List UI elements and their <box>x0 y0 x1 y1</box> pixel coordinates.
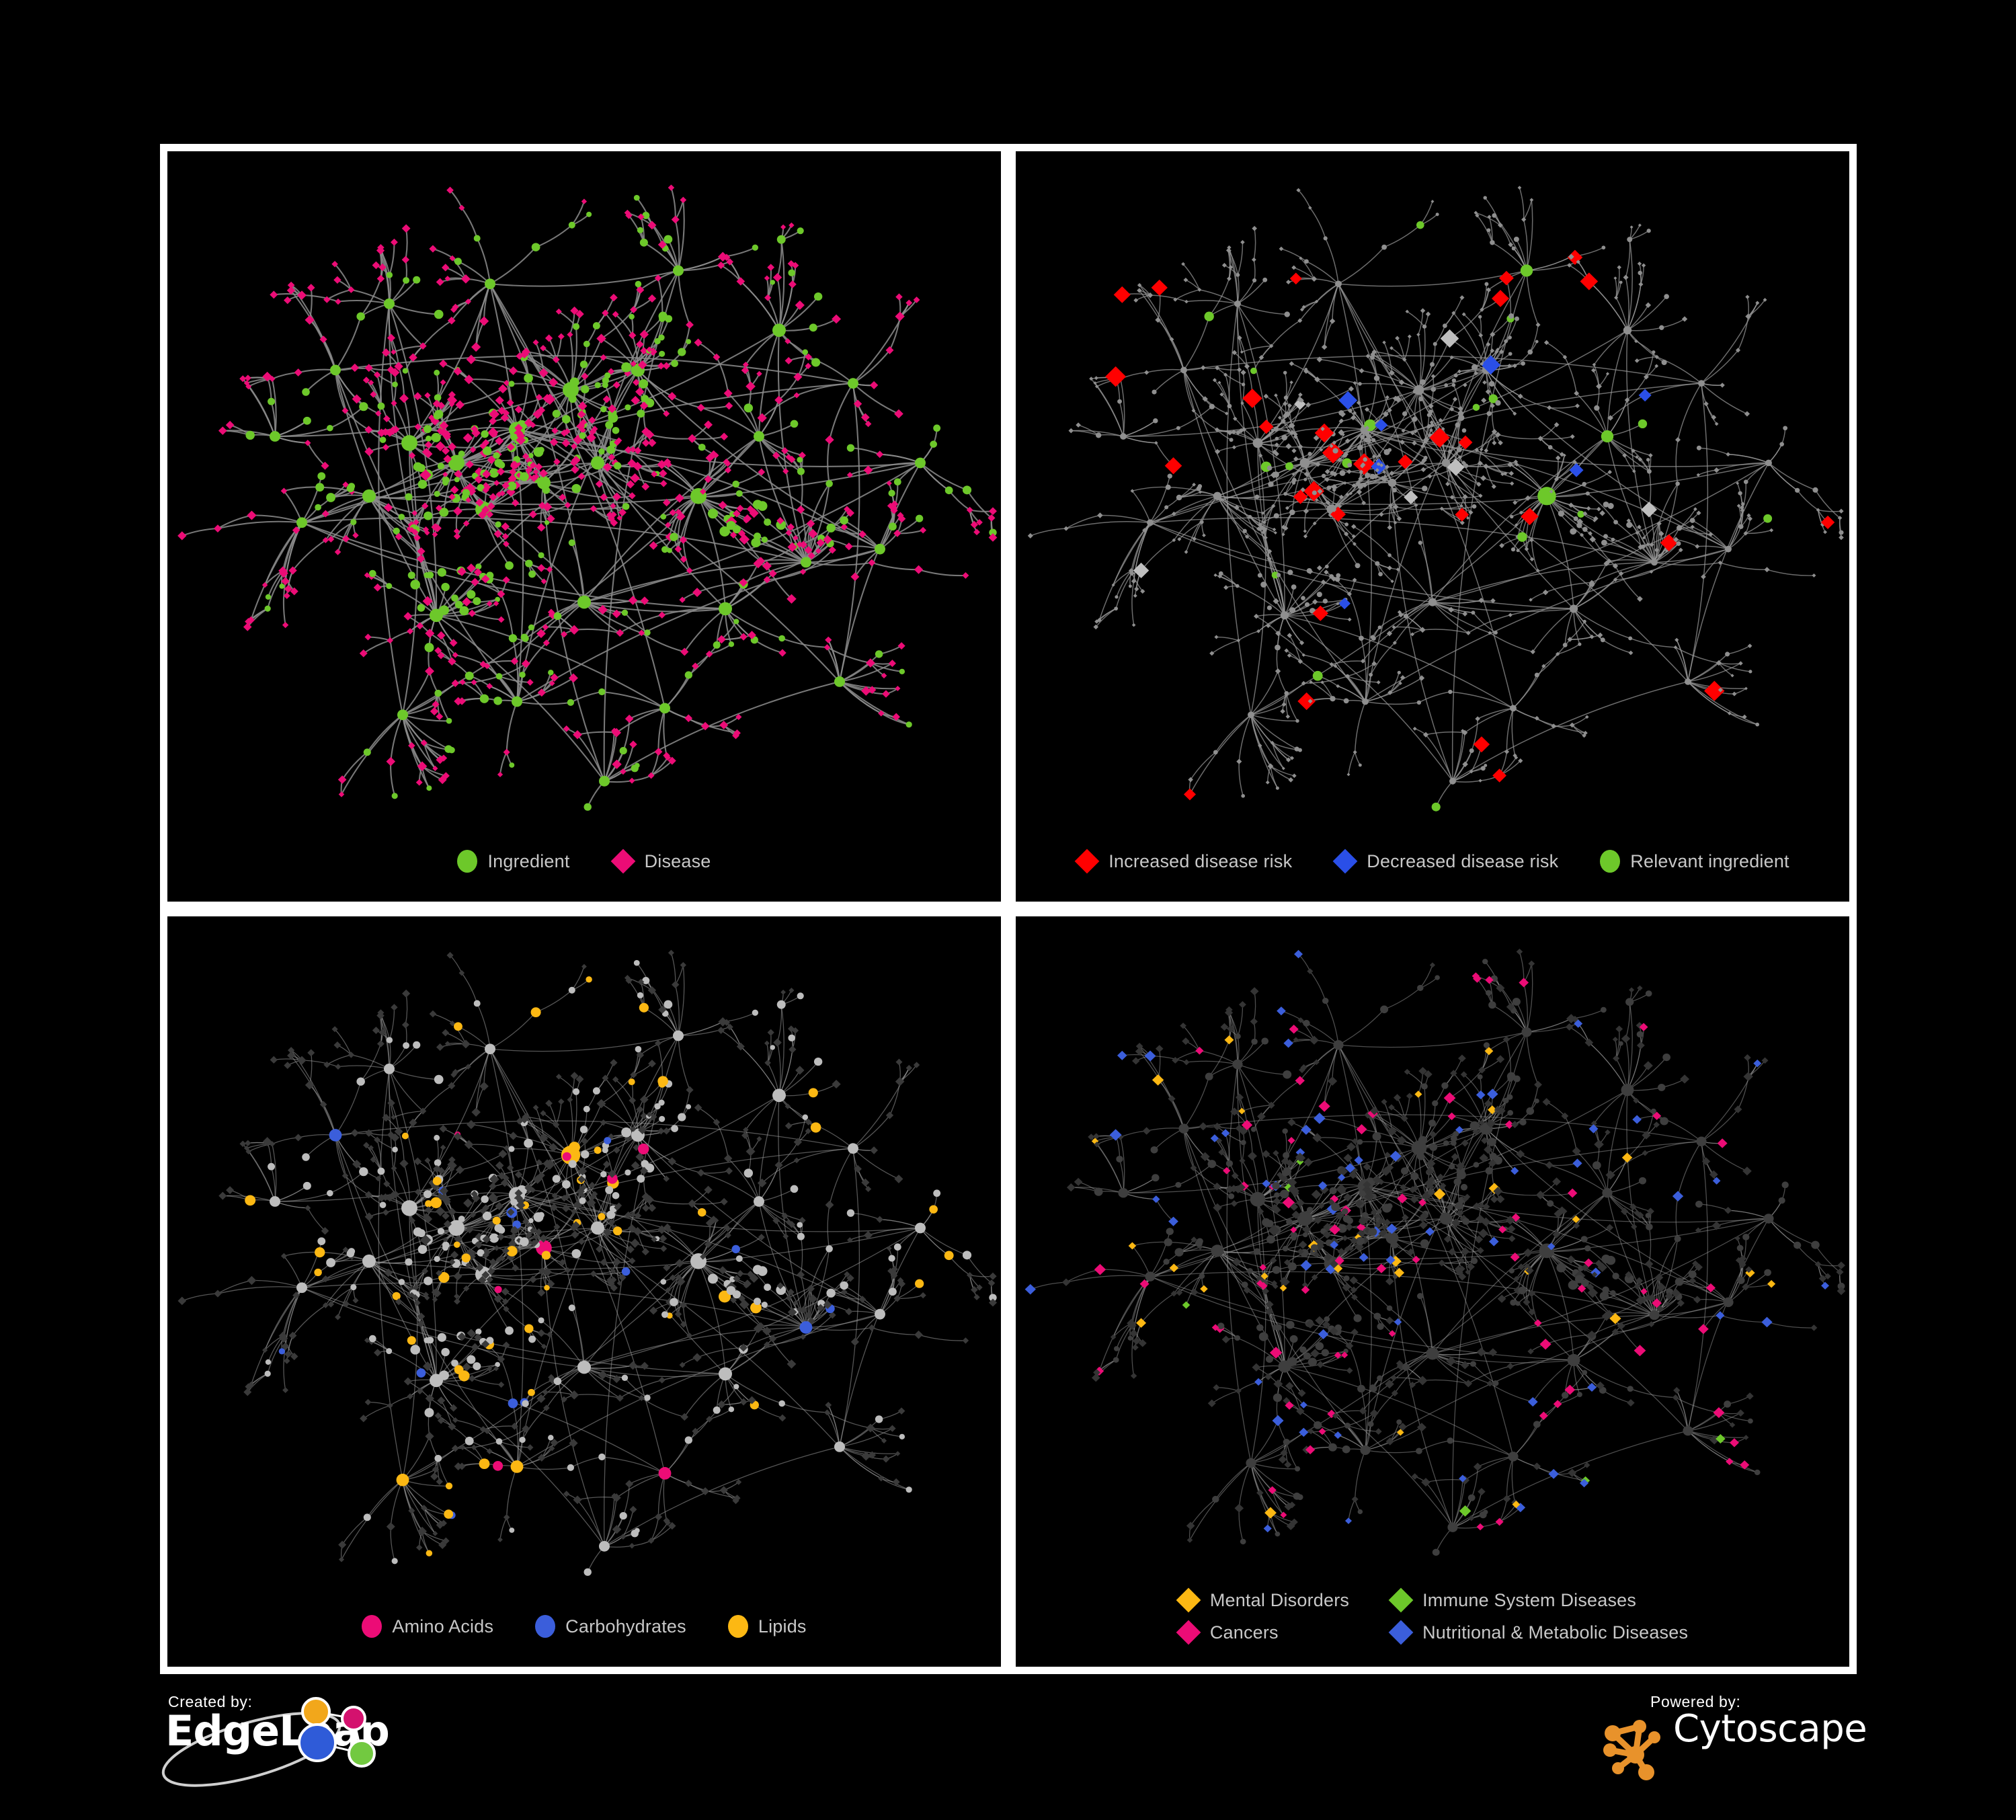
legend-label: Ingredient <box>487 850 570 871</box>
created-by-label: Created by: <box>168 1693 253 1710</box>
amino-acids-marker-icon <box>362 1615 382 1638</box>
decreased-risk-marker-icon <box>1332 848 1358 874</box>
mental-disorders-marker-icon <box>1176 1587 1201 1613</box>
panel-disease-class: Mental Disorders Immune System Diseases … <box>1016 916 1849 1667</box>
footer: Created by: EdgeLeap Powered by: <box>0 1674 2016 1820</box>
legend-label: Mental Disorders <box>1209 1589 1350 1610</box>
network-canvas-3[interactable] <box>167 916 1001 1586</box>
legend-item: Disease <box>610 848 711 874</box>
network-svg-4 <box>1024 948 1846 1556</box>
ingredient-marker-icon <box>457 850 478 873</box>
legend-label: Relevant ingredient <box>1630 850 1789 871</box>
legend-item: Immune System Diseases <box>1388 1587 1688 1613</box>
disease-marker-icon <box>610 848 635 874</box>
legend-label: Disease <box>644 850 711 871</box>
legend-item: Nutritional & Metabolic Diseases <box>1388 1620 1689 1645</box>
legend-label: Carbohydrates <box>565 1616 686 1636</box>
legend-label: Cancers <box>1209 1622 1279 1643</box>
legend-item: Carbohydrates <box>535 1615 686 1638</box>
legend-label: Increased disease risk <box>1108 850 1293 871</box>
increased-risk-marker-icon <box>1074 848 1100 874</box>
immune-diseases-marker-icon <box>1388 1587 1414 1613</box>
legend-item: Relevant ingredient <box>1600 850 1789 873</box>
cancers-marker-icon <box>1176 1620 1201 1645</box>
legend-label: Amino Acids <box>392 1616 494 1636</box>
legend-item: Decreased disease risk <box>1332 848 1559 874</box>
network-canvas-2[interactable] <box>1016 151 1849 821</box>
legend-label: Lipids <box>758 1616 807 1636</box>
panel-ingredient-disease: Ingredient Disease <box>167 151 1001 902</box>
legend-item: Increased disease risk <box>1074 848 1293 874</box>
lipids-marker-icon <box>727 1615 748 1638</box>
network-svg-2 <box>1027 186 1844 812</box>
panel-nutrient-class: Amino Acids Carbohydrates Lipids <box>167 916 1001 1667</box>
legend-item: Ingredient <box>457 850 569 873</box>
legend-item: Mental Disorders <box>1176 1587 1350 1613</box>
edgeleap-logo[interactable]: Created by: EdgeLeap <box>160 1689 523 1807</box>
cytoscape-network-icon <box>1603 1720 1660 1780</box>
panel-disease-risk: Increased disease risk Decreased disease… <box>1016 151 1849 902</box>
cytoscape-wordmark: Cytoscape <box>1673 1707 1867 1751</box>
network-canvas-1[interactable] <box>167 151 1001 821</box>
network-canvas-4[interactable] <box>1016 916 1849 1566</box>
carbohydrates-marker-icon <box>535 1615 556 1638</box>
network-svg-1 <box>177 184 998 811</box>
relevant-ingredient-marker-icon <box>1600 850 1621 873</box>
network-svg-3 <box>177 949 998 1576</box>
panel-grid: Ingredient Disease Increased disease ris… <box>160 144 1857 1674</box>
legend-item: Amino Acids <box>362 1615 493 1638</box>
legend-panel-1: Ingredient Disease <box>167 821 1001 902</box>
edgeleap-swoosh-icon <box>161 1712 341 1787</box>
powered-by-label: Powered by: <box>1650 1693 1741 1710</box>
edgeleap-node-graph-icon <box>298 1697 376 1768</box>
nutritional-diseases-marker-icon <box>1388 1620 1414 1645</box>
legend-label: Decreased disease risk <box>1367 850 1559 871</box>
legend-panel-4: Mental Disorders Immune System Diseases … <box>1016 1566 1849 1667</box>
cytoscape-logo[interactable]: Powered by: Cytoscape <box>1592 1693 1882 1801</box>
legend-panel-3: Amino Acids Carbohydrates Lipids <box>167 1586 1001 1667</box>
legend-panel-2: Increased disease risk Decreased disease… <box>1016 821 1849 902</box>
legend-label: Immune System Diseases <box>1422 1589 1637 1610</box>
legend-item: Cancers <box>1176 1620 1349 1645</box>
legend-label: Nutritional & Metabolic Diseases <box>1422 1622 1689 1643</box>
legend-item: Lipids <box>727 1615 807 1638</box>
